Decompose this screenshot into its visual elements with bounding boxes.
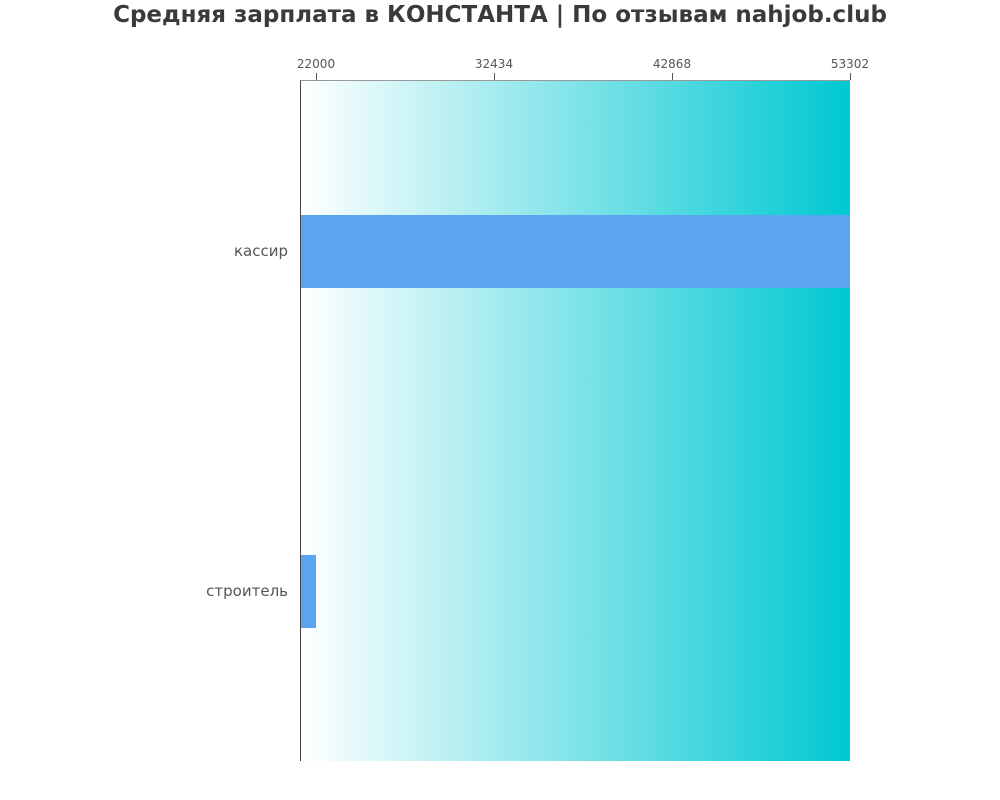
x-tick-mark [494, 73, 495, 80]
x-tick-label: 42868 [652, 57, 692, 71]
category-label: кассир [233, 242, 288, 260]
bar [301, 215, 850, 288]
x-tick-label: 32434 [474, 57, 514, 71]
x-tick-mark [672, 73, 673, 80]
bar [301, 555, 316, 628]
x-tick-mark [316, 73, 317, 80]
category-label: строитель [206, 582, 288, 600]
x-tick-label: 53302 [830, 57, 870, 71]
x-tick-label: 22000 [296, 57, 336, 71]
x-tick-mark [850, 73, 851, 80]
chart-title: Средняя зарплата в КОНСТАНТА | По отзыва… [113, 2, 887, 28]
plot-area [300, 80, 850, 761]
